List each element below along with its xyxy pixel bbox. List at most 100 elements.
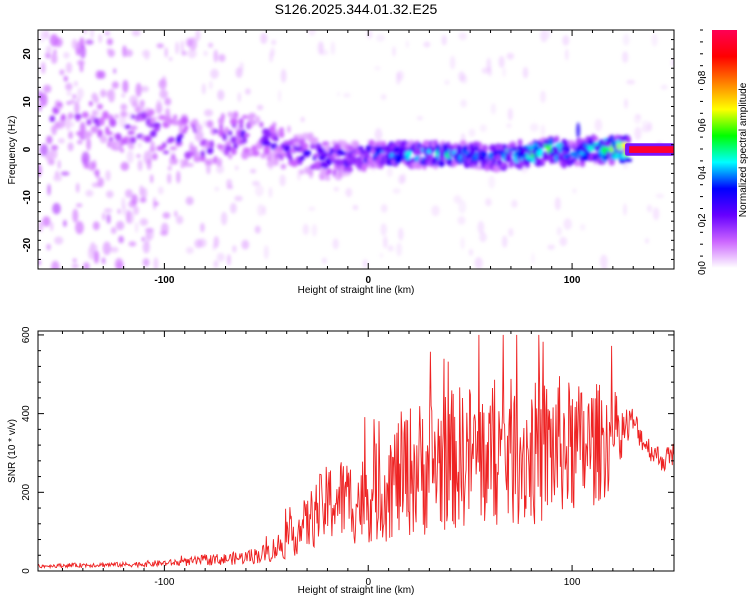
- noise-blob: [131, 30, 141, 37]
- ridge-blob: [326, 168, 332, 175]
- noise-blob: [45, 45, 52, 55]
- noise-blob: [118, 235, 124, 244]
- ridge-blob: [448, 158, 453, 165]
- ridge-blob: [180, 162, 185, 169]
- spectrogram-y-axis: -20 -10 0 10 20: [22, 29, 674, 270]
- noise-blob: [245, 88, 251, 95]
- noise-blob: [146, 158, 152, 170]
- noise-blob: [254, 225, 261, 234]
- noise-blob: [546, 30, 551, 39]
- noise-blob: [63, 52, 70, 59]
- noise-blob: [645, 238, 649, 244]
- noise-blob: [164, 97, 172, 106]
- noise-blob: [131, 194, 138, 205]
- noise-blob: [120, 161, 130, 171]
- noise-blob: [133, 206, 140, 215]
- noise-blob: [46, 135, 53, 145]
- noise-blob: [135, 221, 139, 234]
- ridge-blob: [194, 151, 200, 157]
- ridge-blob: [77, 140, 83, 145]
- noise-blob: [204, 109, 213, 117]
- noise-blob: [93, 250, 100, 264]
- noise-blob: [175, 41, 179, 55]
- ridge-blob: [219, 123, 224, 130]
- noise-blob: [43, 84, 52, 94]
- noise-blob: [63, 75, 68, 82]
- noise-blob: [235, 165, 239, 171]
- noise-blob: [213, 49, 219, 63]
- ridge-blob: [273, 137, 279, 142]
- noise-blob: [508, 228, 514, 237]
- noise-blob: [167, 173, 172, 184]
- x-tick-label: 100: [564, 275, 581, 286]
- noise-blob: [241, 239, 250, 250]
- ridge-blob: [225, 141, 232, 146]
- ridge-blob: [184, 125, 189, 131]
- noise-blob: [128, 241, 137, 247]
- ridge-blob: [109, 118, 117, 127]
- noise-blob: [75, 221, 84, 235]
- ridge-blob: [123, 136, 128, 143]
- noise-blob: [49, 34, 59, 47]
- noise-blob: [311, 224, 318, 237]
- noise-blob: [49, 221, 54, 232]
- ridge-blob: [368, 139, 375, 146]
- noise-blob: [124, 49, 133, 57]
- ridge-blob: [172, 119, 178, 126]
- ridge-blob: [301, 132, 309, 140]
- noise-blob: [71, 263, 79, 269]
- noise-blob: [232, 245, 237, 253]
- ridge-blob: [232, 111, 239, 119]
- noise-blob: [468, 128, 476, 137]
- noise-blob: [186, 246, 194, 254]
- noise-blob: [53, 174, 62, 182]
- ridge-blob: [60, 113, 66, 122]
- noise-blob: [137, 142, 142, 148]
- snr-panel: -100 0 100 0 200 400 600 Height of straight l…: [7, 326, 675, 596]
- ridge-blob: [224, 145, 232, 152]
- noise-blob: [270, 47, 275, 57]
- ridge-blob: [67, 112, 74, 120]
- ridge-blob: [189, 150, 194, 157]
- noise-blob: [474, 257, 483, 269]
- ridge-blob: [303, 149, 311, 157]
- ridge-blob: [582, 153, 590, 161]
- snr-x-axis: -100 0 100: [61, 331, 675, 588]
- snr-frame: [37, 330, 675, 572]
- noise-blob: [74, 101, 80, 115]
- ridge-blob: [252, 150, 260, 157]
- ridge-blob: [423, 140, 430, 147]
- noise-blob: [52, 202, 61, 215]
- noise-blob: [84, 163, 90, 169]
- noise-blob: [252, 180, 260, 186]
- ridge-blob: [314, 153, 319, 159]
- noise-blob: [345, 187, 353, 198]
- noise-blob: [540, 124, 546, 137]
- ridge-blob: [136, 105, 141, 114]
- ridge-blob: [259, 121, 264, 128]
- noise-blob: [57, 159, 61, 170]
- ridge-blob: [67, 142, 74, 152]
- ridge-blob: [247, 152, 253, 157]
- ridge-blob: [131, 100, 138, 108]
- noise-blob: [249, 168, 257, 174]
- ridge-blob: [609, 147, 614, 153]
- noise-blob: [107, 49, 115, 58]
- noise-blob: [122, 203, 126, 216]
- ridge-blob: [579, 160, 586, 168]
- noise-blob: [444, 79, 450, 85]
- noise-blob: [458, 200, 467, 214]
- noise-blob: [60, 171, 70, 176]
- tail-band-core: [629, 146, 674, 153]
- noise-blob: [216, 252, 225, 262]
- noise-blob: [300, 116, 305, 123]
- noise-blob: [38, 220, 44, 232]
- ridge-blob: [161, 142, 167, 149]
- noise-blob: [308, 206, 316, 211]
- ridge-blob: [75, 131, 84, 136]
- noise-blob: [490, 103, 496, 115]
- noise-blob: [46, 243, 51, 251]
- ridge-blob: [68, 131, 73, 140]
- chart-title: S126.2025.344.01.32.E25: [275, 1, 438, 17]
